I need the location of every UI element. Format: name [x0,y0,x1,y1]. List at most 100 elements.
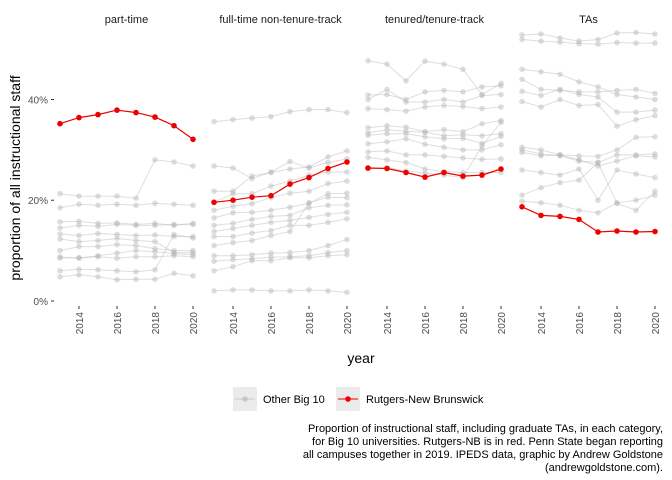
rutgers-point [557,213,563,220]
other-big10-point [614,91,620,98]
other-big10-point [595,210,601,216]
other-big10-point [519,36,525,43]
other-big10-point [557,39,563,45]
other-big10-point [152,238,158,245]
other-big10-point [633,40,639,46]
other-big10-point [365,132,371,139]
other-big10-point [441,87,447,94]
other-big10-point [460,66,466,73]
other-big10-point [595,36,601,43]
other-big10-point [595,84,601,90]
x-tick-label: 2020 [343,312,354,335]
other-big10-point [403,128,409,134]
other-big10-point [76,266,82,273]
other-big10-point [133,269,139,275]
other-big10-point [595,163,601,169]
other-big10-point [614,39,620,46]
other-big10-point [403,159,409,166]
other-big10-point [519,144,525,151]
other-big10-point [479,133,485,139]
other-big10-point [576,158,582,164]
other-big10-point [441,153,447,160]
other-big10-point [460,147,466,153]
other-big10-point [171,270,177,277]
other-big10-point [519,98,525,105]
other-big10-point [211,188,217,194]
other-big10-point [133,253,139,260]
y-tick-label: 40% [28,95,48,106]
other-big10-point [95,274,101,280]
other-big10-point [171,233,177,240]
other-big10-point [152,253,158,260]
other-big10-point [422,89,428,95]
other-big10-point [595,153,601,160]
other-big10-point [344,236,350,243]
other-big10-point [576,207,582,214]
other-big10-point [614,147,620,153]
other-big10-point [171,231,177,238]
other-big10-point [230,233,236,240]
other-big10-point [230,203,236,210]
other-big10-line [59,244,193,252]
other-big10-point [498,119,504,125]
x-tick-label: 2018 [459,312,470,335]
other-big10-line [521,168,656,202]
facet-label: TAs [579,14,598,26]
other-big10-point [460,99,466,105]
other-big10-point [325,202,331,209]
other-big10-point [325,288,331,294]
other-big10-point [306,252,312,259]
other-big10-point [460,132,466,138]
rutgers-point [76,114,82,121]
other-big10-point [95,220,101,227]
other-big10-point [384,139,390,145]
other-big10-point [249,251,255,258]
other-big10-point [652,96,658,103]
other-big10-point [211,252,217,259]
other-big10-point [344,169,350,175]
other-big10-point [479,84,485,90]
panel-1: part-time 2014 2016 2018 2020 [57,14,200,334]
other-big10-point [614,152,620,158]
caption-line-4: (andrewgoldstone.com). [545,462,663,474]
other-big10-point [344,194,350,201]
other-big10-point [306,222,312,229]
rutgers-point [460,173,466,179]
other-big10-point [595,159,601,166]
other-big10-point [76,218,82,225]
other-big10-line [521,39,655,45]
rutgers-point [479,172,485,178]
other-big10-point [190,273,196,279]
rutgers-point [652,228,658,235]
other-big10-point [76,201,82,208]
other-big10-point [460,155,466,161]
facet-label: full-time non-tenure-track [219,14,342,26]
other-big10-point [114,193,120,199]
other-big10-point [76,222,82,229]
other-big10-point [403,124,409,130]
other-big10-point [633,86,639,93]
other-big10-point [479,120,485,127]
other-big10-point [152,232,158,238]
other-big10-point [519,149,525,156]
other-big10-point [519,66,525,73]
other-big10-point [365,96,371,103]
other-big10-point [365,149,371,155]
other-big10-point [633,153,639,159]
other-big10-line [521,31,656,42]
other-big10-point [230,190,236,197]
other-big10-point [365,57,371,64]
other-big10-point [171,247,177,254]
other-big10-point [422,58,428,64]
other-big10-point [287,190,293,196]
other-big10-point [171,222,177,229]
other-big10-point [287,158,293,165]
other-big10-line [59,223,193,229]
other-big10-point [95,237,101,244]
other-big10-point [249,175,255,182]
other-big10-point [95,243,101,250]
other-big10-line [367,88,502,103]
other-big10-point [268,257,274,264]
other-big10-point [230,220,236,227]
